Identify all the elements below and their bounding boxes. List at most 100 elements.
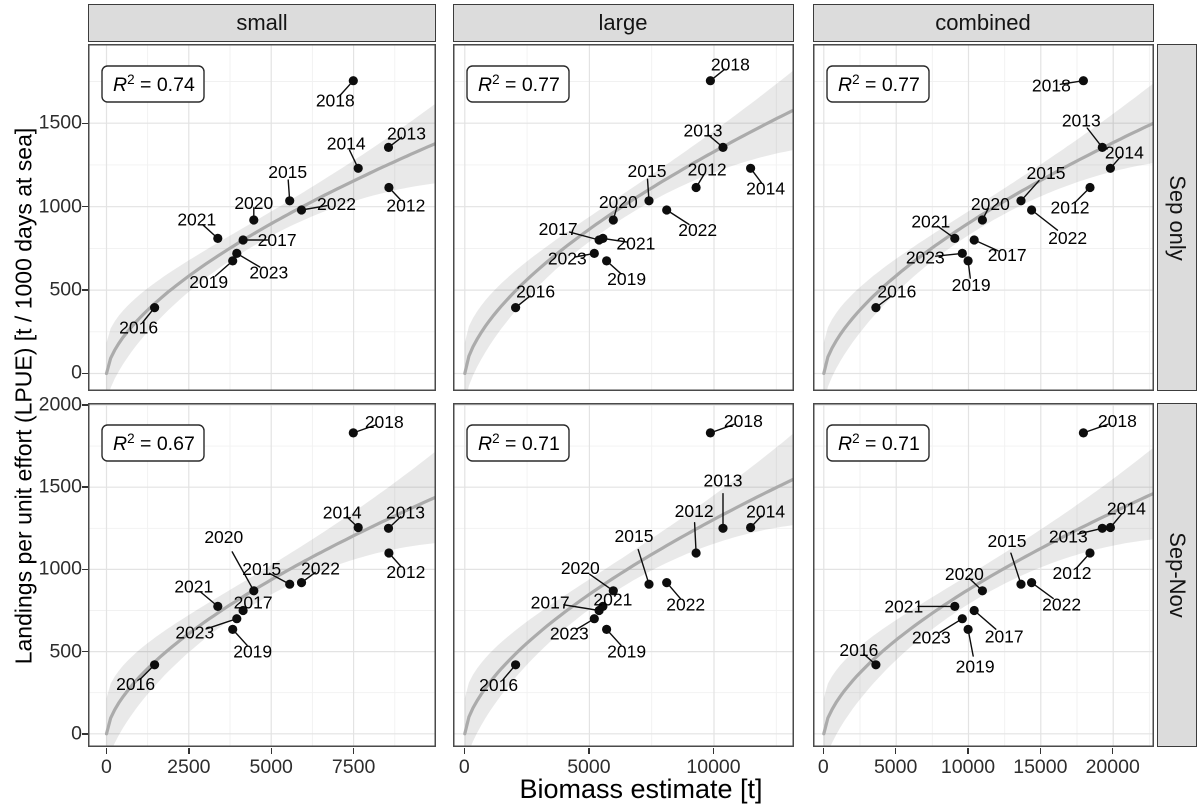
point-2020	[608, 586, 618, 596]
point-2019	[228, 624, 238, 634]
point-2015	[643, 196, 654, 206]
point-2023	[232, 248, 242, 258]
x-tick-label: 7500	[331, 756, 376, 778]
point-2022	[296, 578, 307, 588]
point-2016	[150, 303, 160, 313]
point-2019	[601, 624, 611, 634]
point-label-2018: 2018	[723, 411, 762, 431]
point-label-2019: 2019	[607, 641, 646, 661]
panel-small-sep-nov: 2012 2013 2014 2015 2016 2017 2018 2019 2020 2021…	[88, 403, 436, 747]
point-2014	[1105, 522, 1115, 533]
grid-major	[452, 403, 794, 747]
smooth-line	[821, 491, 1154, 736]
panel-large-sep-only: 2012 2013 2014 2015 2016 2017 2018 2019 2020 2021…	[452, 44, 794, 391]
point-2023	[232, 614, 242, 624]
data-points	[870, 428, 1115, 670]
point-2021	[213, 601, 223, 611]
y-tick-label: 1500	[38, 475, 82, 498]
point-2017	[969, 605, 979, 616]
point-label-2018: 2018	[710, 55, 749, 75]
point-label-2015: 2015	[987, 531, 1026, 551]
point-label-2020: 2020	[204, 527, 243, 547]
point-2022	[661, 205, 671, 215]
point-2017	[238, 605, 248, 616]
x-tick-label: 5000	[567, 756, 611, 778]
point-2016	[150, 660, 160, 670]
x-tick-label: 15000	[1013, 756, 1068, 778]
panel-border	[812, 44, 1154, 391]
point-2019	[963, 624, 973, 634]
point-2013	[1097, 142, 1107, 152]
x-tick-label: 5000	[873, 756, 918, 778]
point-2016	[510, 303, 520, 313]
point-2021	[597, 601, 607, 611]
point-2018	[348, 428, 358, 438]
point-2018	[1078, 428, 1088, 438]
point-label-2022: 2022	[317, 194, 356, 214]
y-axis-tick	[81, 650, 88, 653]
point-2015	[643, 579, 654, 589]
point-label-2018: 2018	[316, 91, 355, 111]
r2-annotation: R2 = 0.71	[825, 424, 930, 462]
point-2021	[597, 233, 607, 243]
x-tick-label: 10000	[686, 756, 741, 778]
point-2014	[353, 522, 363, 533]
point-label-2021: 2021	[911, 211, 950, 231]
x-axis-tick	[1039, 747, 1042, 754]
x-axis-tick	[270, 747, 272, 754]
y-axis-tick	[81, 568, 88, 571]
point-2018	[705, 428, 715, 438]
point-label-2014: 2014	[323, 503, 362, 523]
x-axis-tick	[463, 747, 465, 754]
y-tick-label: 1000	[38, 195, 82, 218]
r2-annotation: R2 = 0.74	[101, 65, 205, 103]
point-label-2017: 2017	[234, 593, 273, 613]
point-2022	[296, 205, 307, 215]
point-2020	[249, 586, 259, 596]
y-axis-tick	[81, 733, 88, 735]
y-axis-tick	[81, 486, 88, 488]
point-2016	[510, 660, 520, 670]
smooth-line	[104, 495, 436, 736]
point-label-2016: 2016	[516, 282, 555, 302]
smooth-line	[104, 141, 436, 376]
svg-text:R2 = 0.67: R2 = 0.67	[113, 431, 195, 455]
smooth-line	[462, 477, 794, 736]
point-label-2012: 2012	[1050, 198, 1089, 218]
grid-minor	[88, 403, 436, 747]
y-tick-label: 0	[71, 361, 82, 384]
facet-row-strip-sep-nov: Sep-Nov	[1157, 403, 1197, 747]
point-label-2022: 2022	[678, 220, 717, 240]
point-label-2019: 2019	[951, 275, 990, 295]
point-label-2012: 2012	[687, 160, 726, 180]
grid-minor	[88, 44, 436, 391]
svg-text:R2 = 0.77: R2 = 0.77	[838, 72, 920, 96]
point-2013	[383, 142, 394, 152]
x-tick-label: 0	[101, 756, 112, 778]
panel-border	[452, 403, 794, 747]
point-2013	[717, 523, 728, 533]
point-label-2017: 2017	[258, 230, 297, 250]
point-label-2013: 2013	[703, 470, 742, 490]
y-axis-tick	[81, 404, 88, 406]
smooth-line	[462, 108, 794, 376]
point-label-2022: 2022	[666, 595, 705, 615]
x-axis-tick	[967, 747, 969, 754]
point-label-2021: 2021	[177, 209, 216, 229]
point-2015	[1015, 579, 1026, 589]
point-2019	[963, 256, 973, 266]
point-label-2016: 2016	[119, 318, 158, 338]
point-label-2017: 2017	[987, 245, 1026, 265]
point-label-2014: 2014	[746, 502, 785, 522]
panel-border	[452, 44, 794, 391]
x-axis-tick	[1111, 747, 1114, 754]
point-label-2020: 2020	[560, 558, 599, 578]
point-2012	[691, 548, 701, 558]
point-label-2013: 2013	[1048, 526, 1087, 546]
confidence-ribbon	[464, 69, 794, 391]
point-label-2013: 2013	[387, 123, 426, 143]
point-2020	[977, 215, 987, 225]
facet-row-strip-text: Sep-Nov	[1165, 532, 1190, 618]
facet-row-strip-text: Sep only	[1165, 174, 1190, 261]
